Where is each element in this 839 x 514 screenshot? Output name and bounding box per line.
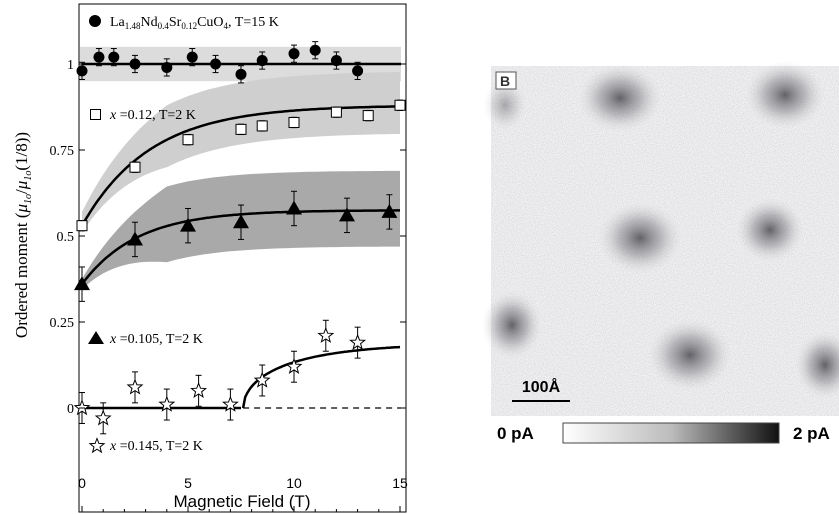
data-point-filled-triangle xyxy=(233,214,249,229)
y-label-slash: / xyxy=(12,189,31,194)
x-tick-label: 15 xyxy=(392,475,408,491)
data-point-filled-circle xyxy=(352,65,364,77)
data-point-filled-circle xyxy=(129,58,141,70)
legend-marker-open-square xyxy=(90,109,101,120)
legend-marker-open-star xyxy=(88,437,106,454)
panel-b-label-box xyxy=(495,71,517,90)
data-point-filled-circle xyxy=(256,55,268,67)
data-point-filled-circle xyxy=(330,55,342,67)
data-point-open-square xyxy=(76,220,88,232)
colorbar-min-label: 0 pA xyxy=(497,424,534,443)
data-markers xyxy=(73,44,406,426)
data-point-open-square xyxy=(182,134,194,146)
data-point-filled-circle xyxy=(76,65,88,77)
legend-marker-filled-circle xyxy=(89,15,101,27)
vortex-blob xyxy=(736,198,804,262)
y-label-sub: 1o xyxy=(23,194,34,204)
y-tick-label: 0.5 xyxy=(57,230,75,245)
data-point-open-star xyxy=(317,326,335,343)
data-point-open-star xyxy=(349,333,367,350)
panel-b-label: B xyxy=(500,73,510,89)
legend-label-series-4: x =0.145, T=2 K xyxy=(109,439,203,454)
legend-marker-filled-triangle xyxy=(88,331,104,344)
data-point-open-star xyxy=(158,395,176,412)
data-point-open-star xyxy=(73,399,91,416)
data-point-open-star xyxy=(94,409,112,426)
data-point-filled-circle xyxy=(186,51,198,63)
y-tick-label: 0.25 xyxy=(50,316,75,331)
legend-label-series-2: x =0.12, T=2 K xyxy=(109,108,196,123)
y-label-end: (1/8)) xyxy=(12,132,31,171)
data-point-open-star xyxy=(126,378,144,395)
y-axis-label: Ordered moment (μ1o/μ1o(1/8)) xyxy=(12,132,34,338)
data-point-open-square xyxy=(288,116,300,128)
y-tick-label: 0 xyxy=(67,402,74,417)
x-tick-label: 10 xyxy=(286,475,302,491)
data-point-filled-circle xyxy=(108,51,120,63)
axis-ticks: 0 5 10 15 0 0.25 0.5 0.75 1 xyxy=(50,58,408,512)
legend-label-series-3: x =0.105, T=2 K xyxy=(109,332,203,347)
vortex-blob xyxy=(648,319,732,391)
data-point-filled-circle xyxy=(210,58,222,70)
scale-bar-label: 100Å xyxy=(522,377,561,396)
y-tick-label: 0.75 xyxy=(50,144,75,159)
stm-image-blobs xyxy=(482,61,839,399)
vortex-blob xyxy=(598,202,682,274)
data-point-open-square xyxy=(235,123,247,135)
data-point-filled-circle xyxy=(288,48,300,60)
data-point-filled-circle xyxy=(93,51,105,63)
data-point-open-square xyxy=(394,99,406,111)
data-point-filled-triangle xyxy=(180,217,196,232)
vortex-blob xyxy=(795,331,839,399)
fit-line-series-4-rise xyxy=(241,345,401,409)
vortex-blob xyxy=(482,291,542,359)
data-point-open-square xyxy=(256,120,268,132)
data-point-open-star xyxy=(285,357,303,374)
data-point-open-star xyxy=(190,381,208,399)
data-point-filled-triangle xyxy=(381,203,398,218)
data-point-open-star xyxy=(253,371,271,388)
y-label-sub2: 1o xyxy=(23,171,34,181)
legend-label-series-1: La1.48Nd0.4Sr0.12CuO4, T=15 K xyxy=(110,15,279,31)
data-point-filled-triangle xyxy=(286,200,302,215)
fit-line-series-2 xyxy=(80,105,400,227)
y-label-mu2: μ xyxy=(12,181,31,191)
data-point-open-square xyxy=(129,161,141,173)
data-point-filled-triangle xyxy=(127,231,143,246)
data-point-filled-circle xyxy=(161,61,173,73)
colorbar xyxy=(562,422,780,444)
data-point-open-square xyxy=(330,106,342,118)
colorbar-max-label: 2 pA xyxy=(793,424,830,443)
panel-b: B 100Å 0 pA 2 pA xyxy=(482,61,839,444)
data-point-open-star xyxy=(221,395,239,412)
data-point-open-square xyxy=(362,110,374,122)
x-axis-label: Magnetic Field (T) xyxy=(174,492,311,511)
vortex-blob xyxy=(745,61,825,129)
y-label-mu: μ xyxy=(12,204,31,214)
vortex-blob xyxy=(483,79,527,131)
band-series-2 xyxy=(82,72,400,233)
y-tick-label: 1 xyxy=(67,58,74,73)
data-point-filled-circle xyxy=(235,68,247,80)
data-point-filled-circle xyxy=(309,44,321,56)
data-point-filled-triangle xyxy=(74,276,90,291)
x-tick-label: 0 xyxy=(78,475,86,491)
vortex-blob xyxy=(578,64,662,132)
x-tick-label: 5 xyxy=(184,475,192,491)
y-label-main: Ordered moment ( xyxy=(12,212,31,338)
data-point-filled-triangle xyxy=(339,207,355,222)
